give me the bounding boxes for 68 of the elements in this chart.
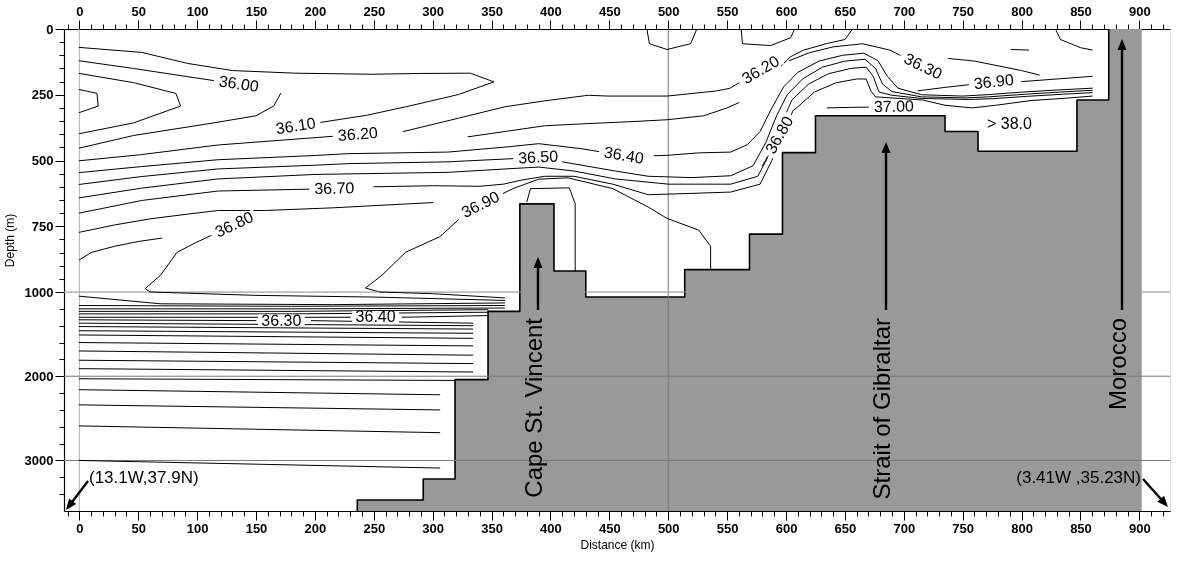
text: 36.80: [761, 113, 797, 157]
x-tick-label: 600: [775, 520, 798, 536]
x-tick-label: 450: [598, 520, 621, 536]
x-tick-label: 550: [716, 3, 739, 19]
annotation: Strait of Gibraltar: [868, 318, 895, 500]
x-tick-label: 50: [131, 3, 146, 19]
text: 36.20: [738, 52, 783, 88]
x-tick-label: 550: [716, 520, 739, 536]
x-tick-label: 650: [834, 520, 857, 536]
y-tick-label: 250: [31, 87, 54, 103]
x-tick-label: 500: [657, 3, 680, 19]
x-tick-label: 350: [481, 3, 503, 19]
y-tick-label: 1000: [24, 284, 54, 300]
x-tick-label: 50: [131, 520, 146, 536]
x-tick-label: 850: [1070, 3, 1092, 19]
x-tick-label: 800: [1011, 520, 1033, 536]
y-tick-label: 500: [31, 153, 54, 168]
annotation: (3.41W ,35.23N): [1016, 468, 1141, 487]
text: 36.10: [274, 114, 317, 138]
x-tick-label: 0: [76, 520, 84, 536]
text: 36.40: [602, 143, 646, 167]
text: 36.90: [972, 70, 1015, 93]
text: 36.80: [212, 208, 256, 241]
text: 36.00: [217, 72, 260, 96]
x-tick-label: 700: [893, 520, 916, 536]
x-tick-label: 850: [1070, 520, 1092, 536]
y-axis-title: Depth (m): [2, 213, 17, 268]
x-tick-label: 100: [186, 3, 209, 19]
annotation: > 38.0: [987, 115, 1033, 132]
text: 36.90: [458, 187, 503, 221]
y-tick-label: 0: [46, 21, 54, 37]
series-label: 36.50: [517, 147, 559, 167]
x-tick-label: 250: [363, 520, 386, 536]
text: 36.30: [901, 49, 946, 83]
annotation: Cape St. Vincent: [520, 317, 547, 498]
x-tick-label: 100: [186, 520, 209, 536]
series-label: 36.70: [314, 179, 355, 198]
series-label: 36.30: [261, 311, 302, 329]
x-tick-label: 350: [481, 520, 503, 536]
annotation: (13.1W,37.9N): [89, 468, 199, 487]
x-tick-label: 0: [76, 3, 84, 19]
y-tick-label: 750: [31, 218, 54, 234]
x-tick-label: 900: [1129, 3, 1151, 19]
x-tick-label: 750: [952, 520, 975, 536]
y-tick-label: 2000: [24, 368, 54, 384]
y-tick-label: 3000: [24, 452, 54, 468]
x-tick-label: 900: [1129, 520, 1151, 536]
series-label: 37.00: [873, 97, 915, 116]
x-tick-label: 300: [422, 520, 445, 536]
x-tick-label: 300: [422, 3, 445, 19]
series-label: 36.40: [355, 308, 396, 326]
x-tick-label: 650: [834, 3, 857, 19]
x-tick-label: 450: [598, 3, 621, 19]
x-tick-label: 150: [245, 520, 268, 536]
x-tick-label: 250: [363, 3, 386, 19]
annotation: Morocco: [1104, 318, 1131, 411]
x-tick-label: 400: [540, 3, 562, 19]
x-tick-label: 800: [1011, 3, 1033, 19]
x-tick-label: 200: [304, 3, 327, 19]
series-label: 36.20: [337, 123, 379, 144]
x-tick-label: 150: [245, 3, 268, 19]
x-tick-label: 700: [893, 3, 916, 19]
x-tick-label: 400: [540, 520, 562, 536]
x-tick-label: 750: [952, 3, 975, 19]
x-tick-label: 500: [657, 520, 680, 536]
x-tick-label: 600: [775, 3, 798, 19]
x-tick-label: 200: [304, 520, 327, 536]
x-axis-title: Distance (km): [580, 537, 655, 552]
